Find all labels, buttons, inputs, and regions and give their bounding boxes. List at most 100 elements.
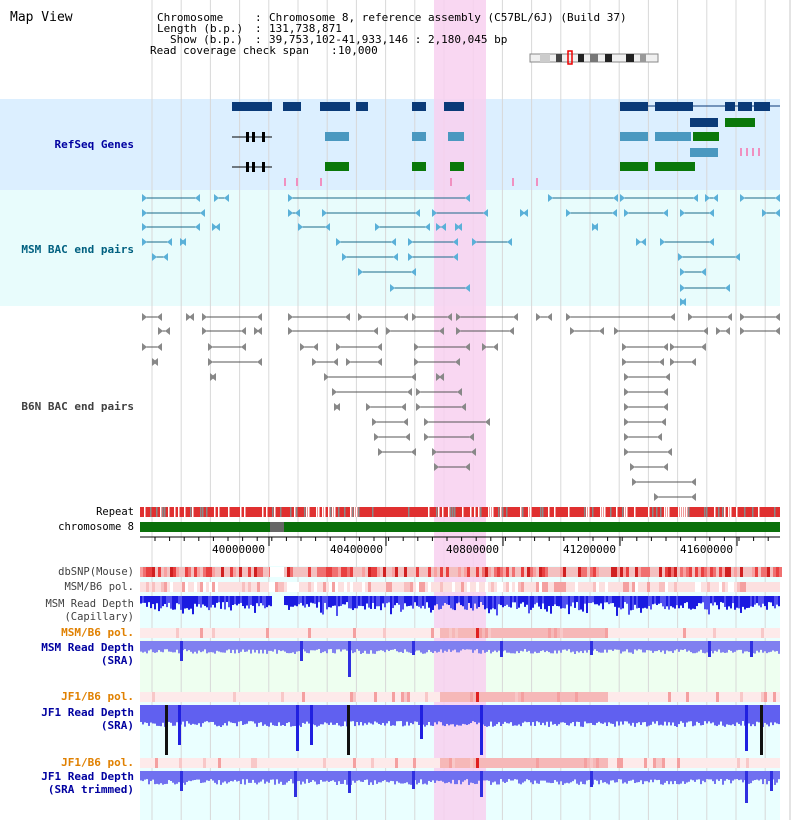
msm-depth-cap-bar (404, 596, 406, 604)
msm-depth-cap-bar (502, 596, 504, 608)
heat-cell (344, 582, 347, 592)
heat-cell (272, 582, 275, 592)
msm-depth-sra-bar (486, 641, 488, 652)
repeat-gap (500, 507, 502, 517)
jf1-depth-trim-bar (340, 771, 342, 785)
msm-depth-cap-bar (696, 596, 698, 607)
jf1-depth-trim-bar (618, 771, 620, 780)
jf1-depth-sra-bar (612, 705, 614, 724)
jf1-depth-sra-bar (698, 705, 700, 723)
jf1-depth-trim-bar (436, 771, 438, 781)
jf1-depth-sra-bar (490, 705, 492, 722)
jf1-depth-sra-bar (554, 705, 556, 724)
msm-depth-sra-bar (290, 641, 292, 654)
heat-cell (671, 567, 674, 577)
repeat-gap (502, 507, 504, 517)
track-label-dbsnp[interactable]: dbSNP(Mouse) (58, 566, 134, 578)
msm-depth-cap-bar (746, 596, 748, 608)
refseq-mark (512, 178, 514, 186)
track-label-msm-b6-pol-1[interactable]: MSM/B6 pol. (64, 581, 134, 593)
heat-cell (503, 567, 506, 577)
b6n-bac-end (614, 327, 619, 335)
repeat-gap (184, 507, 186, 517)
msm-depth-sra-bar (734, 641, 736, 652)
jf1-depth-trim-bar (588, 771, 590, 780)
track-label-msm-read-depth-cap[interactable]: MSM Read Depth (45, 598, 134, 610)
repeat-gap (478, 507, 480, 517)
b6n-bac-end (725, 327, 730, 335)
length-label: Length (b.p.) (157, 22, 244, 35)
jf1-depth-sra-bar (560, 705, 562, 723)
msm-depth-sra-bar (306, 641, 308, 653)
msm-depth-sra-bar (464, 641, 466, 650)
msm-depth-cap-bar (482, 596, 484, 605)
jf1-depth-trim-bar (160, 771, 162, 784)
heat-cell (353, 692, 356, 702)
msm-depth-cap-bar (568, 596, 570, 615)
jf1-depth-sra-bar (404, 705, 406, 726)
msm-depth-sra-bar (458, 641, 460, 653)
track-label-jf1-b6-pol-2[interactable]: JF1/B6 pol. (61, 756, 134, 769)
repeat-gap (492, 507, 494, 517)
msm-depth-cap-bar (150, 596, 152, 609)
heat-cell (635, 582, 638, 592)
track-label-jf1-read-depth-trim[interactable]: JF1 Read Depth (41, 770, 134, 783)
track-label-msm-b6-pol-2[interactable]: MSM/B6 pol. (61, 626, 134, 639)
msm-bac-end (411, 268, 416, 276)
msm-depth-cap-bar (460, 596, 462, 606)
track-label-repeat[interactable]: Repeat (96, 506, 134, 518)
msm-depth-cap-bar (312, 596, 314, 604)
track-label-b6n-bac[interactable]: B6N BAC end pairs (21, 400, 134, 413)
heat-cell (734, 567, 737, 577)
track-label-jf1-read-depth-sra[interactable]: JF1 Read Depth (41, 706, 134, 719)
heat-cell (257, 567, 260, 577)
track-label-jf1-b6-pol-1[interactable]: JF1/B6 pol. (61, 690, 134, 703)
msm-depth-cap-bar (218, 596, 220, 603)
msm-bac-end (408, 253, 413, 261)
repeat-gap (338, 507, 340, 517)
msm-depth-cap-bar (372, 596, 374, 603)
msm-depth-sra-bar (472, 641, 474, 653)
track-label-msm-read-depth-sra[interactable]: MSM Read Depth (41, 641, 134, 654)
refseq-gene (356, 102, 368, 111)
msm-bac-end (548, 194, 553, 202)
jf1-depth-trim-bar (454, 771, 456, 785)
msm-depth-cap-bar (522, 596, 524, 603)
msm-depth-sra-bar (284, 641, 286, 652)
msm-bac-end (298, 223, 303, 231)
msm-depth-sra-bar (150, 641, 152, 650)
msm-depth-cap-bar (162, 596, 164, 607)
heat-cell (548, 628, 551, 638)
msm-depth-cap-bar (296, 596, 298, 607)
heat-cell (428, 567, 431, 577)
msm-depth-cap-bar (232, 596, 234, 605)
msm-depth-cap-bar (602, 596, 604, 610)
msm-depth-cap-bar (462, 596, 464, 607)
track-label-chromosome[interactable]: chromosome 8 (58, 521, 134, 533)
jf1-depth-trim-bar (312, 771, 314, 781)
b6n-bac-end (358, 313, 363, 321)
msm-depth-cap-bar (754, 596, 756, 605)
msm-depth-cap-bar (188, 596, 190, 610)
jf1-depth-sra-bar (414, 705, 416, 722)
heat-cell (275, 582, 278, 592)
b6n-bac-end (377, 358, 382, 366)
b6n-bac-end (570, 327, 575, 335)
b6n-bac-end (378, 448, 383, 456)
track-label-msm-read-depth-cap-sub: (Capillary) (64, 611, 134, 623)
msm-depth-sra-bar (170, 641, 172, 652)
track-label-msm-bac[interactable]: MSM BAC end pairs (21, 243, 134, 256)
jf1-depth-trim-bar (456, 771, 458, 785)
heat-cell (251, 758, 254, 768)
b6n-bac-end (300, 343, 305, 351)
b6n-bac-end (411, 373, 416, 381)
track-label-refseq[interactable]: RefSeq Genes (54, 138, 134, 151)
heat-cell (425, 692, 428, 702)
msm-depth-sra-bar (498, 641, 500, 651)
jf1-depth-trim-bar (334, 771, 336, 782)
heat-cell (701, 567, 704, 577)
refseq-gene (620, 162, 648, 171)
msm-depth-sra-bar (404, 641, 406, 650)
